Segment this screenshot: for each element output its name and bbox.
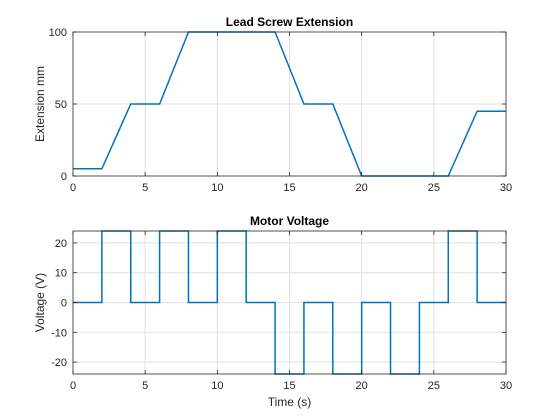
x-tick-label: 10 <box>211 182 223 194</box>
y-tick-label: 50 <box>55 99 67 111</box>
x-tick-label: 0 <box>70 380 76 392</box>
x-tick-label: 25 <box>428 182 440 194</box>
x-tick-label: 10 <box>211 380 223 392</box>
x-tick-label: 30 <box>500 182 512 194</box>
chart-voltage: 0 5 10 15 20 25 30 -20 -10 0 10 20 Motor Voltage Time… <box>33 214 512 409</box>
x-tick-label: 20 <box>356 380 368 392</box>
y-tick-label: 0 <box>61 171 67 183</box>
chart-title: Motor Voltage <box>250 214 329 228</box>
y-axis-label: Voltage (V) <box>33 273 47 332</box>
x-tick-label: 15 <box>283 182 295 194</box>
y-tick-label: -20 <box>51 357 67 369</box>
x-tick-label: 0 <box>70 182 76 194</box>
x-axis-label: Time (s) <box>268 395 312 409</box>
chart-extension: 0 5 10 15 20 25 30 0 50 100 Lead Screw Extension Ex… <box>33 15 512 194</box>
y-tick-label: -10 <box>51 327 67 339</box>
y-tick-label: 100 <box>49 27 67 39</box>
y-tick-label: 20 <box>55 238 67 250</box>
y-axis-label: Extension mm <box>33 66 47 142</box>
x-tick-label: 20 <box>356 182 368 194</box>
x-tick-label: 30 <box>500 380 512 392</box>
x-tick-label: 15 <box>283 380 295 392</box>
chart-title: Lead Screw Extension <box>226 15 353 29</box>
y-tick-label: 10 <box>55 268 67 280</box>
x-tick-label: 5 <box>142 380 148 392</box>
y-tick-label: 0 <box>61 298 67 310</box>
x-tick-label: 25 <box>428 380 440 392</box>
x-tick-label: 5 <box>142 182 148 194</box>
